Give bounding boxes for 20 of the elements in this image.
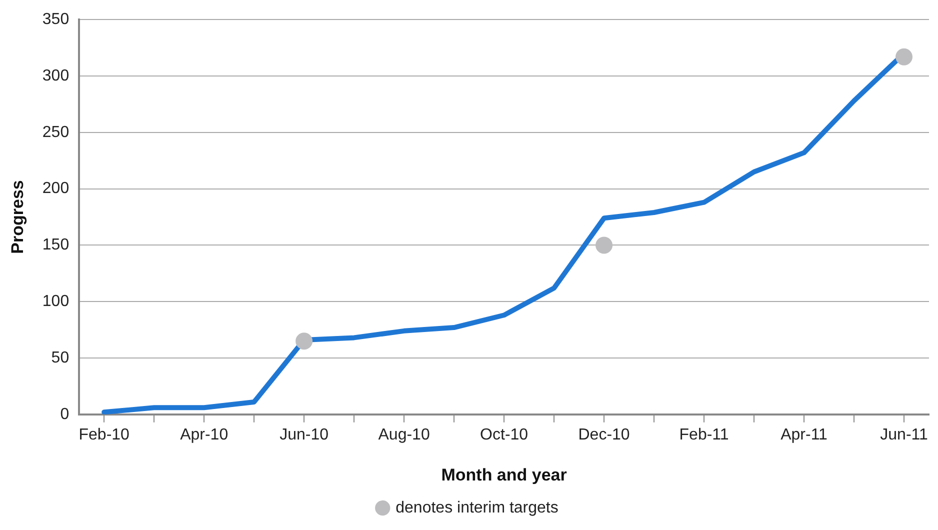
- y-tick-label: 200: [42, 180, 70, 198]
- x-tick-label: Apr-11: [780, 426, 828, 444]
- legend-label: denotes interim targets: [396, 499, 558, 516]
- x-tick-label: Oct-10: [480, 426, 528, 444]
- y-tick-label: 0: [60, 406, 70, 423]
- y-tick-label: 300: [42, 67, 70, 84]
- y-tick-label: 250: [42, 124, 70, 141]
- y-tick-label: 150: [42, 236, 70, 254]
- x-tick-label: Feb-10: [78, 426, 130, 444]
- y-tick-label: 350: [42, 11, 70, 28]
- x-axis-title: Month and year: [441, 465, 568, 484]
- x-tick-label: Aug-10: [378, 426, 430, 444]
- x-tick-label: Apr-10: [180, 426, 228, 444]
- y-tick-label: 100: [42, 293, 70, 310]
- y-axis-title: Progress: [8, 180, 27, 254]
- x-tick-label: Jun-10: [280, 426, 329, 444]
- y-tick-label: 50: [51, 349, 70, 366]
- x-tick-label: Dec-10: [578, 426, 630, 444]
- x-tick-label: Feb-11: [679, 426, 729, 444]
- x-tick-label: Jun-11: [880, 426, 928, 444]
